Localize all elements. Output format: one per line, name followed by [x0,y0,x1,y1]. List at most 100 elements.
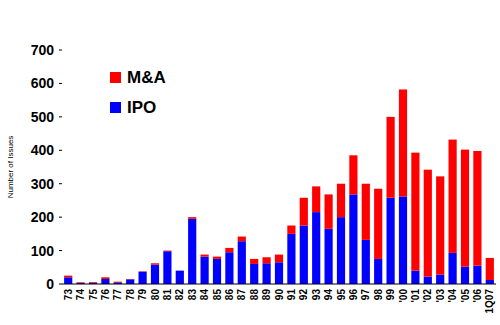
bar [473,266,481,284]
bar [250,264,258,284]
x-tick-label: 96 [348,289,359,301]
bar [411,271,419,284]
x-axis-line [62,284,496,285]
x-tick-label: 78 [125,289,136,301]
bar [275,255,283,263]
x-tick-label: 76 [100,289,111,301]
bar [486,258,494,280]
bar [77,282,85,284]
bar [449,253,457,284]
bar [139,271,147,272]
y-tick [59,217,62,218]
bar [238,237,246,242]
bar [275,262,283,284]
y-tick [59,50,62,51]
bar [300,198,308,226]
bar [64,277,72,284]
x-tick-label: 94 [323,289,334,301]
bar [486,280,494,284]
bar [213,257,221,259]
bar [151,265,159,284]
bar [337,184,345,217]
bar [424,170,432,277]
bars [64,89,494,284]
bar [337,217,345,284]
bar [176,271,184,284]
x-tick-label: 82 [174,289,185,301]
bar [325,194,333,228]
bar [461,267,469,284]
y-tick-label: 200 [31,209,55,225]
x-tick-label: 89 [261,289,272,301]
bar [362,240,370,284]
bar [213,259,221,284]
bar [176,270,184,271]
bar [263,263,271,284]
bar [387,117,395,198]
y-tick [59,284,62,285]
y-tick [59,150,62,151]
x-tick-label: 75 [88,289,99,301]
chart: 0100200300400500600700Number of Issues73… [0,0,500,325]
bar [64,276,72,278]
bar [399,196,407,284]
bar [374,189,382,259]
x-tick-label: 74 [75,289,86,301]
x-tick-label: 86 [224,289,235,301]
legend-label: IPO [127,98,156,117]
y-tick [59,83,62,84]
x-tick-label: '06 [472,289,483,303]
bar [163,251,171,284]
x-tick-label: 1Q07 [484,289,495,314]
bar [225,248,233,252]
bar [114,281,122,283]
bar [411,153,419,271]
y-tick-label: 400 [31,142,55,158]
y-tick-label: 300 [31,176,55,192]
bar [126,279,134,284]
bar [362,184,370,240]
bar [325,229,333,284]
x-tick-label: '01 [410,289,421,303]
y-tick-label: 500 [31,109,55,125]
bar [126,278,134,279]
x-tick-label: 90 [274,289,285,301]
bar [101,279,109,284]
bar [424,277,432,284]
bar [287,234,295,284]
x-tick-label: 98 [373,289,384,301]
x-tick-label: '03 [435,289,446,303]
legend-swatch [110,72,121,83]
x-tick-label: 88 [249,289,260,301]
bar [201,257,209,284]
bar [225,252,233,284]
x-tick-label: 85 [212,289,223,301]
bar [436,275,444,284]
x-tick-label: 99 [385,289,396,301]
x-tick-label: 93 [311,289,322,301]
x-tick-label: 95 [336,289,347,301]
bar [139,272,147,284]
legend-swatch [110,102,121,113]
x-tick-label: '05 [460,289,471,303]
bar [399,89,407,196]
bar [238,241,246,284]
bar [461,150,469,267]
bar [349,194,357,284]
x-tick-label: '04 [447,289,458,303]
bar [300,226,308,285]
bar [473,151,481,266]
x-tick-label: 87 [236,289,247,301]
bar [312,186,320,212]
bar [151,263,159,264]
bar [101,277,109,279]
x-tick-label: 92 [298,289,309,301]
x-tick-label: 83 [187,289,198,301]
y-tick [59,183,62,184]
bar [374,259,382,284]
bar [312,212,320,284]
bar [349,155,357,194]
y-tick-label: 600 [31,75,55,91]
x-tick-label: 91 [286,289,297,301]
bar [188,219,196,284]
